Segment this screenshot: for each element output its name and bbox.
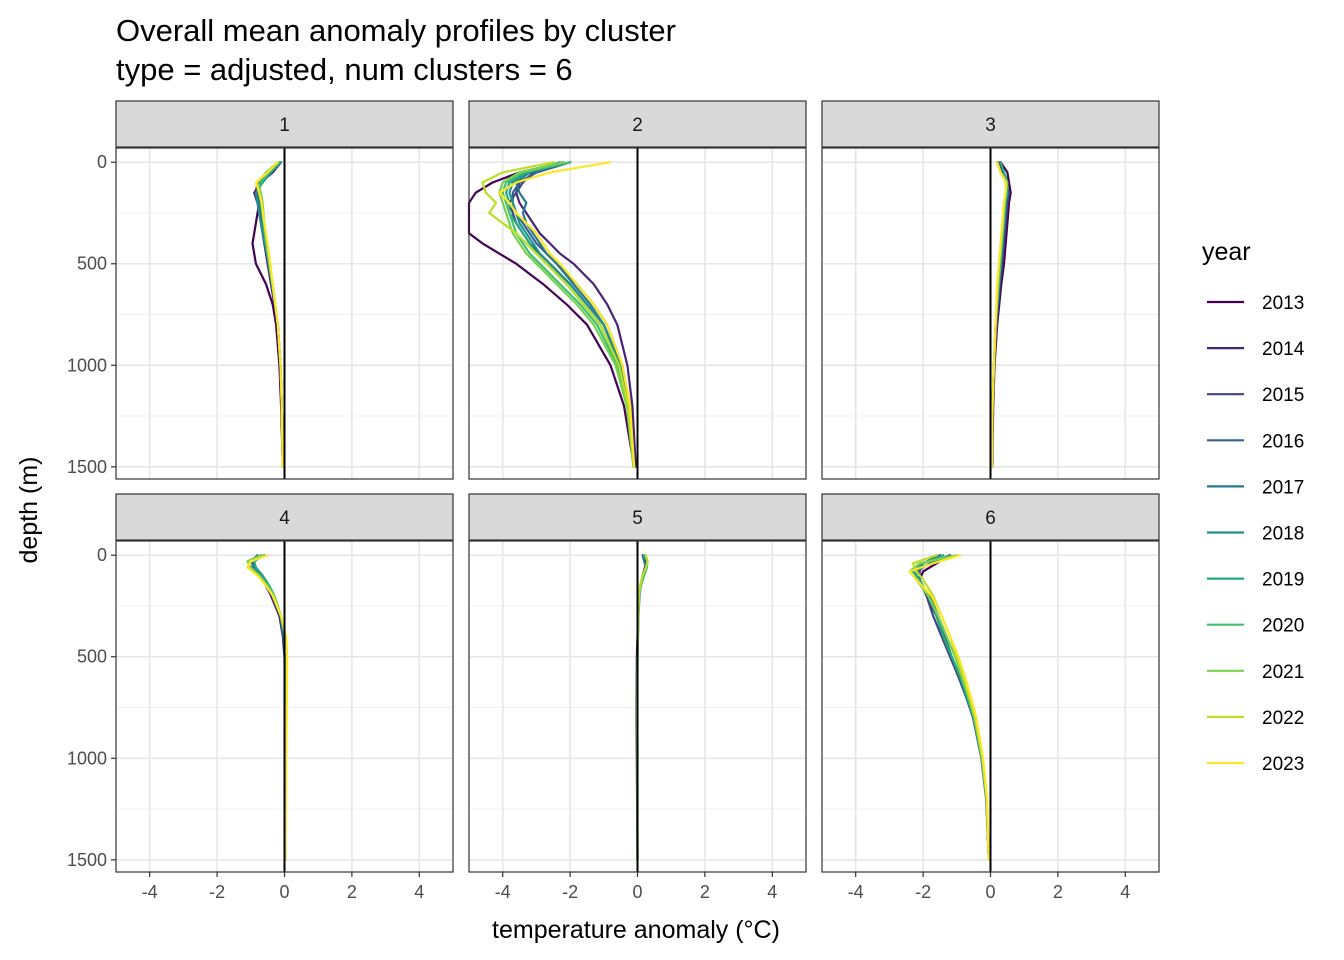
y-tick-label: 500: [77, 647, 107, 667]
facet-strip: [115, 493, 454, 541]
profile-line-2023: [990, 161, 1007, 468]
x-axis-title: temperature anomaly (°C): [492, 916, 780, 944]
facet-panel-1: 1 0 500 1000 1500: [67, 100, 454, 480]
x-tick-label: 2: [347, 882, 357, 902]
profile-line-2023: [498, 161, 636, 468]
y-tick-label: 0: [97, 152, 107, 172]
facet-panel-2: 2: [467, 100, 807, 480]
facet-strip-label: 6: [985, 508, 996, 529]
legend-label-2013: 2013: [1262, 293, 1304, 314]
x-tick-label: 0: [985, 882, 995, 902]
y-tick-label: 1000: [67, 355, 107, 375]
y-tick-label: 1000: [67, 748, 107, 768]
facet-strip: [821, 100, 1160, 148]
facet-panel-5: 5 -4 -2 0 2 4: [468, 493, 807, 902]
x-tick-label: -2: [562, 882, 578, 902]
profile-line-2013: [467, 161, 636, 468]
panel-border: [821, 147, 1160, 480]
legend-label-2023: 2023: [1262, 754, 1304, 775]
facet-panel-3: 3: [821, 100, 1160, 480]
x-tick-label: 2: [700, 882, 710, 902]
chart-subtitle: type = adjusted, num clusters = 6: [116, 52, 573, 87]
x-tick-label: 4: [767, 882, 777, 902]
facet-strip: [468, 493, 807, 541]
legend-label-2017: 2017: [1262, 477, 1304, 498]
legend-label-2018: 2018: [1262, 524, 1304, 545]
x-tick-label: -4: [142, 882, 158, 902]
facet-strip-label: 4: [279, 508, 290, 529]
panel-border: [115, 147, 454, 480]
facet-strip-label: 2: [632, 115, 643, 136]
y-tick-label: 0: [97, 545, 107, 565]
y-tick-label: 1500: [67, 850, 107, 870]
legend: 2013 2014 2015 2016 2017 2018 2019 2020 2021 2022…: [1207, 293, 1305, 775]
facet-strip-label: 3: [985, 115, 996, 136]
x-tick-label: 4: [414, 882, 424, 902]
facet-strip: [468, 100, 807, 148]
panel-border: [468, 147, 807, 480]
x-tick-label: -2: [209, 882, 225, 902]
y-axis-title: depth (m): [15, 457, 43, 564]
x-tick-label: 4: [1120, 882, 1130, 902]
x-tick-label: 0: [279, 882, 289, 902]
x-tick-label: -4: [495, 882, 511, 902]
legend-label-2020: 2020: [1262, 616, 1304, 637]
y-tick-label: 1500: [67, 457, 107, 477]
legend-label-2022: 2022: [1262, 708, 1304, 729]
x-tick-label: -4: [848, 882, 864, 902]
legend-label-2014: 2014: [1262, 339, 1305, 360]
y-tick-label: 500: [77, 254, 107, 274]
profile-line-2023: [254, 161, 284, 468]
facet-strip: [821, 493, 1160, 541]
profile-line-2023: [246, 554, 289, 861]
legend-title: year: [1202, 238, 1251, 266]
facet-strip: [115, 100, 454, 148]
facet-panel-6: 6 -4 -2 0 2 4: [821, 493, 1160, 902]
x-tick-label: 0: [632, 882, 642, 902]
x-tick-label: -2: [915, 882, 931, 902]
legend-label-2019: 2019: [1262, 570, 1304, 591]
facet-strip-label: 5: [632, 508, 643, 529]
legend-label-2016: 2016: [1262, 431, 1304, 452]
facet-panels: 1 0 500 1000 1500 2 3 4 0 500 1000 1500 -4 -2 0 2 4 5 -4 -2…: [67, 100, 1160, 902]
chart-title: Overall mean anomaly profiles by cluster: [116, 13, 676, 48]
legend-label-2015: 2015: [1262, 385, 1304, 406]
x-tick-label: 2: [1053, 882, 1063, 902]
legend-label-2021: 2021: [1262, 662, 1304, 683]
profile-line-2018: [508, 161, 636, 468]
facet-strip-label: 1: [279, 115, 290, 136]
facet-panel-4: 4 0 500 1000 1500 -4 -2 0 2 4: [67, 493, 454, 902]
profile-line-2023: [908, 554, 990, 861]
profile-line-2022: [481, 161, 636, 468]
profile-line-2021: [498, 161, 635, 468]
